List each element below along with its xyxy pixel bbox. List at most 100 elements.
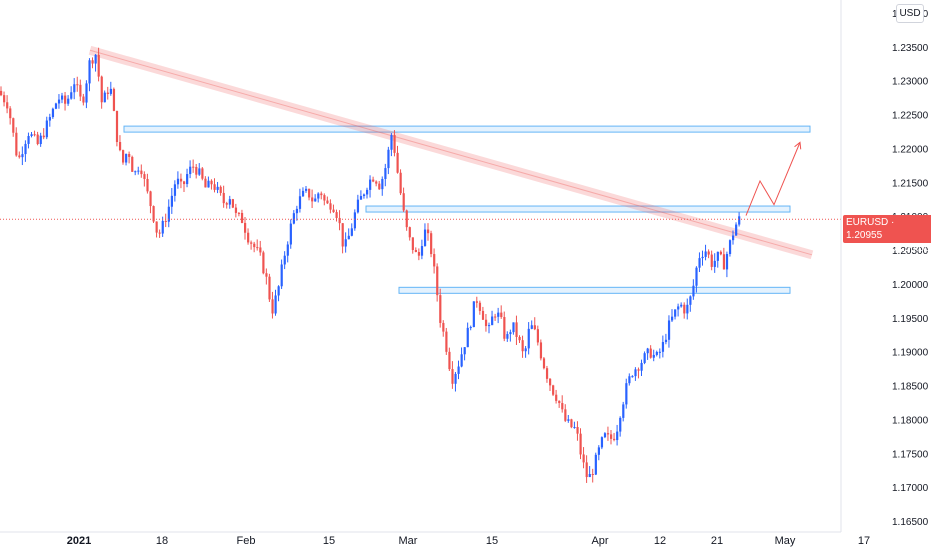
candle-body bbox=[51, 108, 55, 118]
candle-body bbox=[387, 149, 390, 169]
candle-body bbox=[610, 434, 613, 439]
candle-body bbox=[225, 203, 228, 205]
time-tick-label: May bbox=[775, 535, 796, 547]
price-tick-label: 1.23000 bbox=[892, 77, 929, 88]
candle-body bbox=[189, 166, 192, 175]
candle-body bbox=[683, 304, 686, 314]
candle-body bbox=[164, 220, 167, 222]
candle-body bbox=[146, 178, 149, 192]
zone-rect bbox=[398, 286, 791, 294]
candle-body bbox=[301, 190, 305, 197]
candle-body bbox=[667, 320, 671, 340]
candle-body bbox=[366, 189, 369, 195]
candle-body bbox=[542, 358, 546, 369]
candle-body bbox=[539, 342, 543, 359]
candle-body bbox=[445, 331, 448, 352]
candle-body bbox=[704, 251, 707, 257]
candle-body bbox=[128, 153, 131, 157]
candle-body bbox=[122, 150, 125, 163]
candle-body bbox=[478, 302, 482, 311]
candle-body bbox=[597, 447, 600, 455]
candle-body bbox=[143, 174, 146, 179]
candle-body bbox=[545, 368, 549, 379]
candle-body bbox=[295, 208, 299, 214]
price-tick-label: 1.21500 bbox=[892, 178, 929, 189]
candle-body bbox=[732, 235, 735, 241]
candle-body bbox=[503, 317, 506, 339]
time-tick-label: 21 bbox=[711, 535, 723, 547]
candle-body bbox=[97, 54, 100, 77]
candle-body bbox=[73, 84, 76, 93]
candle-body bbox=[335, 212, 338, 218]
candle-body bbox=[82, 96, 85, 103]
candle-body bbox=[308, 188, 311, 198]
candle-body bbox=[561, 403, 564, 410]
candle-body bbox=[439, 295, 442, 323]
candle-body bbox=[222, 192, 225, 204]
candle-body bbox=[536, 329, 539, 343]
price-axis[interactable]: 1.240001.235001.230001.225001.220001.215… bbox=[892, 9, 929, 528]
last-price-tag: EURUSD · 1.20955 02:55:00 bbox=[843, 215, 931, 254]
candle-body bbox=[204, 178, 207, 188]
candle-body bbox=[686, 304, 689, 314]
price-tick-label: 1.19000 bbox=[892, 348, 929, 359]
candle-body bbox=[9, 108, 12, 119]
time-axis[interactable]: 2021 18 Feb 15 Mar 15 Apr 12 21 May 17 bbox=[67, 535, 870, 547]
trendline-band bbox=[88, 45, 814, 260]
candle-body bbox=[637, 369, 640, 371]
candle-body bbox=[12, 118, 15, 133]
candle-body bbox=[442, 322, 445, 332]
candle-body bbox=[585, 462, 588, 478]
candle-body bbox=[524, 348, 527, 352]
candle-body bbox=[649, 348, 652, 358]
currency-badge[interactable]: USD bbox=[896, 4, 924, 23]
candle-body bbox=[247, 232, 250, 243]
candle-body bbox=[170, 195, 173, 207]
candle-body bbox=[79, 84, 82, 97]
candle-body bbox=[42, 135, 45, 138]
candle-body bbox=[423, 229, 427, 247]
candle-body bbox=[6, 102, 9, 109]
candle-body bbox=[70, 92, 73, 99]
candle-body bbox=[402, 193, 405, 211]
candle-body bbox=[311, 197, 314, 202]
candle-body bbox=[521, 340, 524, 352]
candle-body bbox=[661, 342, 665, 352]
descending-trendline bbox=[88, 45, 814, 260]
time-tick-label: 15 bbox=[323, 535, 335, 547]
candle-body bbox=[64, 95, 67, 104]
candle-body bbox=[738, 216, 741, 225]
candle-body bbox=[216, 186, 219, 190]
candle-body bbox=[603, 433, 607, 438]
candle-body bbox=[512, 322, 515, 333]
candle-body bbox=[317, 193, 320, 199]
candle-body bbox=[344, 239, 347, 247]
price-tick-label: 1.17500 bbox=[892, 449, 929, 460]
candle-body bbox=[564, 409, 567, 421]
candle-body bbox=[183, 181, 186, 185]
projection-arrowhead bbox=[794, 141, 802, 150]
candle-body bbox=[15, 132, 18, 156]
candle-body bbox=[698, 258, 701, 268]
candle-body bbox=[625, 383, 628, 405]
candle-body bbox=[515, 322, 518, 337]
candle-body bbox=[579, 433, 582, 455]
candle-body bbox=[594, 454, 597, 475]
candle-body bbox=[558, 400, 561, 404]
candle-body bbox=[179, 178, 183, 182]
projection-arrow bbox=[745, 141, 802, 216]
candle-body bbox=[326, 200, 329, 204]
candle-body bbox=[420, 246, 424, 256]
candle-body bbox=[381, 178, 384, 190]
price-tick-label: 1.18000 bbox=[892, 415, 929, 426]
candle-body bbox=[21, 154, 24, 158]
candle-body bbox=[286, 244, 289, 256]
candle-body bbox=[118, 141, 122, 151]
candle-body bbox=[268, 276, 271, 300]
price-tick-label: 1.20500 bbox=[892, 246, 929, 257]
candle-body bbox=[210, 180, 213, 185]
candle-body bbox=[457, 366, 460, 374]
candle-body bbox=[100, 76, 103, 103]
time-tick-label: 2021 bbox=[67, 535, 91, 547]
